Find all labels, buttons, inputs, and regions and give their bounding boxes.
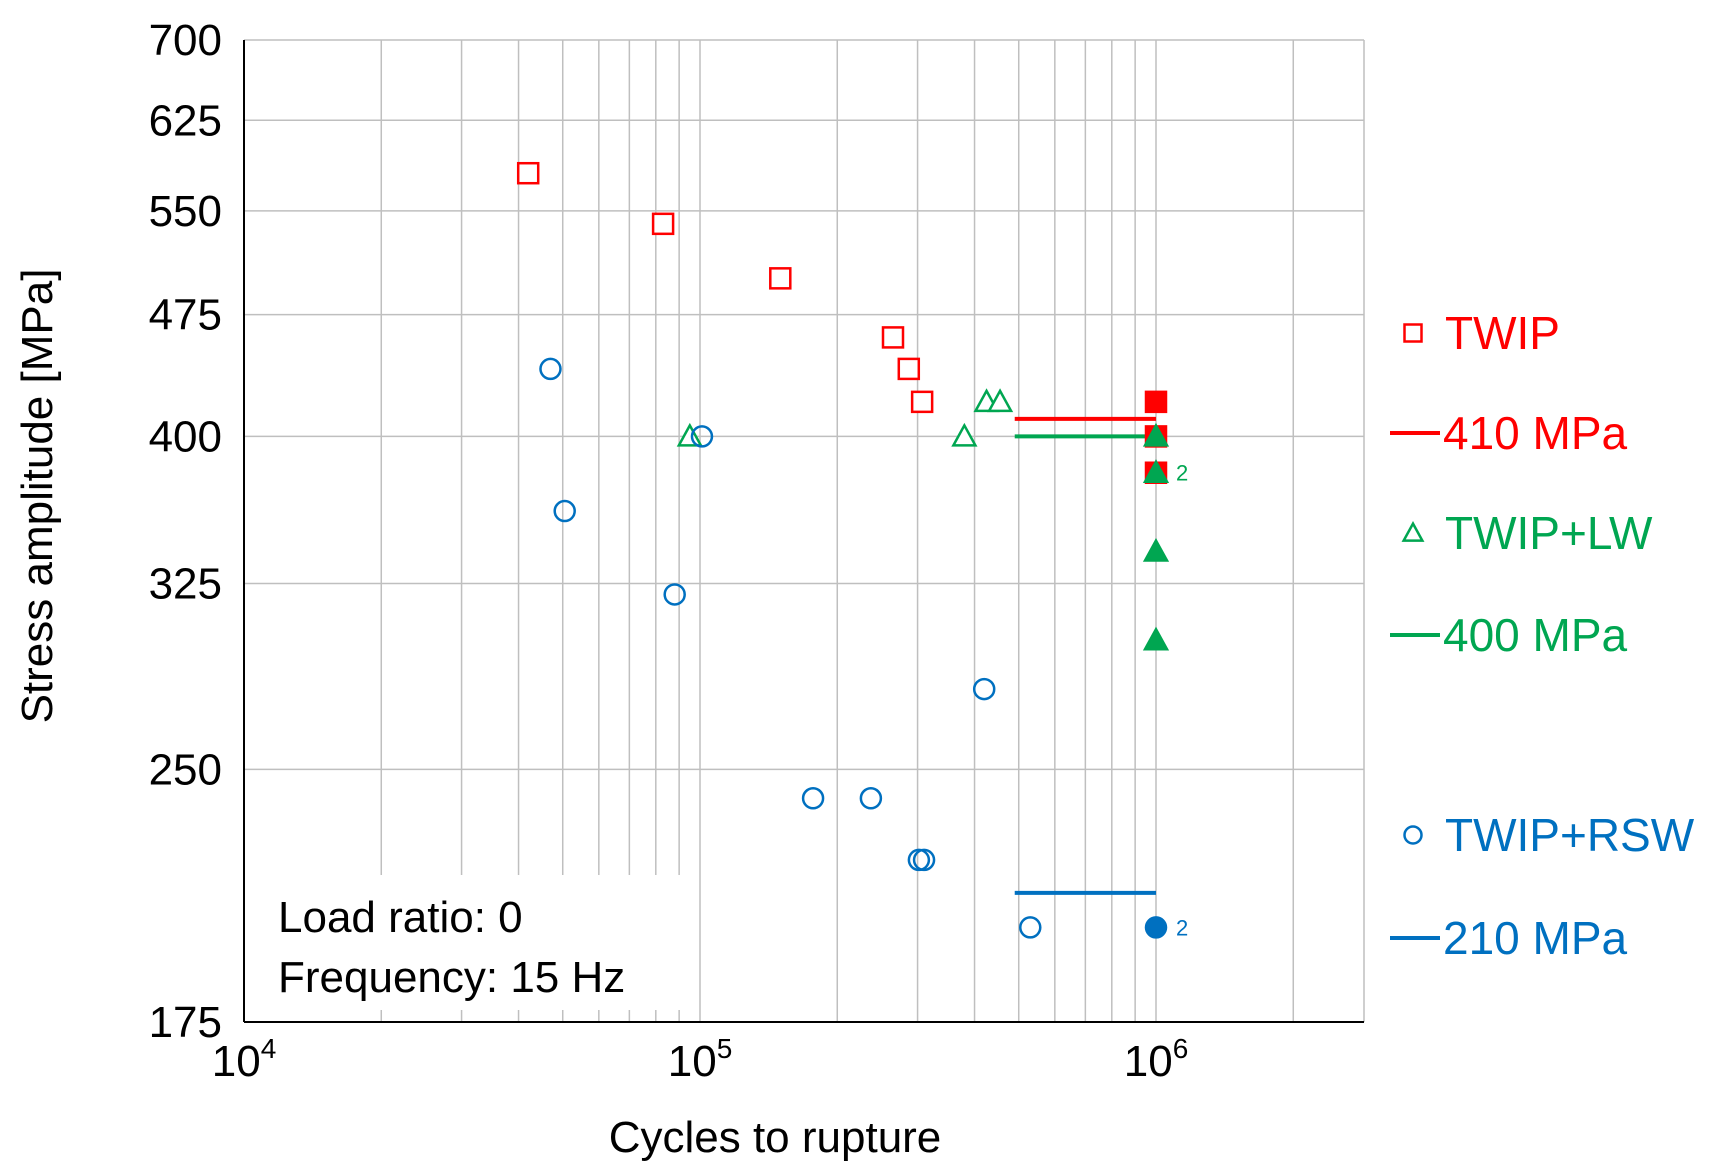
data-points: 22: [516, 161, 1188, 940]
data-point-triangle: [986, 388, 1014, 413]
data-point-circle: [801, 787, 825, 810]
y-tick-label: 400: [149, 412, 222, 461]
data-point-triangle: [1142, 459, 1170, 484]
data-point-square: [910, 390, 934, 414]
data-point-square: [1403, 323, 1423, 343]
data-point-circle: [859, 787, 883, 810]
data-point-triangle: [1142, 537, 1170, 562]
legend-label: TWIP: [1445, 307, 1560, 359]
x-axis-label: Cycles to rupture: [609, 1113, 942, 1161]
y-tick-label: 325: [149, 559, 222, 608]
data-point-square: [769, 267, 792, 290]
annotation-text: Frequency: 15 Hz: [278, 953, 625, 1002]
data-point-circle: [663, 583, 686, 606]
y-tick-label: 250: [149, 745, 222, 794]
legend: TWIP 410 MPa TWIP+LW 400 MPa TWIP+RSW 210 MPa: [1390, 307, 1695, 964]
y-tick-label: 700: [149, 16, 222, 65]
legend-label: 400 MPa: [1443, 609, 1628, 661]
data-point-circle: [553, 499, 576, 523]
data-point-circle: [1144, 916, 1168, 939]
legend-label: TWIP+LW: [1445, 507, 1653, 559]
y-axis-label: Stress amplitude [MPa]: [13, 269, 62, 724]
x-tick-label: 105: [668, 1033, 733, 1086]
data-point-circle: [539, 357, 562, 381]
data-point-square: [881, 326, 905, 349]
data-point-circle: [1019, 916, 1042, 939]
data-point-square: [1144, 390, 1168, 414]
y-tick-label: 550: [149, 187, 222, 236]
y-tick-label: 625: [149, 96, 222, 145]
limit-lines: [1014, 416, 1156, 895]
point-count-label: 2: [1176, 915, 1188, 940]
data-point-triangle: [951, 422, 978, 447]
data-point-triangle: [676, 422, 703, 447]
y-tick-labels: 175 250 325 400 475 550 625 700: [149, 16, 222, 1047]
data-point-triangle: [1142, 626, 1170, 651]
data-point-triangle: [1401, 521, 1425, 542]
data-point-circle: [972, 677, 996, 701]
data-point-square: [897, 357, 921, 381]
x-tick-label: 104: [212, 1033, 277, 1086]
grid: [244, 39, 1365, 1023]
annotation-text: Load ratio: 0: [278, 893, 523, 942]
point-count-label: 2: [1176, 461, 1188, 486]
data-point-circle: [1403, 825, 1423, 845]
data-point-square: [651, 212, 675, 236]
data-point-circle: [690, 425, 714, 448]
annotation-box: Load ratio: 0 Frequency: 15 Hz: [268, 875, 698, 1010]
data-point-square: [516, 161, 540, 185]
data-point-triangle: [1142, 422, 1170, 447]
legend-label: 410 MPa: [1443, 407, 1628, 459]
legend-label: 210 MPa: [1443, 912, 1628, 964]
y-tick-label: 475: [149, 291, 222, 340]
data-point-circle: [912, 848, 936, 872]
legend-label: TWIP+RSW: [1445, 809, 1695, 861]
x-tick-labels: 104 105 106: [212, 1033, 1189, 1086]
axes: [243, 40, 1364, 1023]
x-tick-label: 106: [1124, 1033, 1189, 1086]
data-point-circle: [907, 848, 931, 872]
y-tick-label: 175: [149, 998, 222, 1047]
